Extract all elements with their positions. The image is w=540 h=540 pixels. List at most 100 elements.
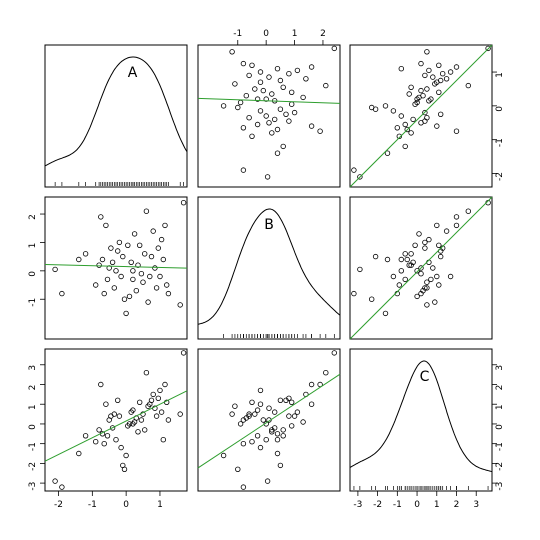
data-point xyxy=(104,433,111,439)
data-point xyxy=(229,49,235,55)
data-point xyxy=(235,466,241,472)
data-point xyxy=(430,74,436,80)
data-point xyxy=(136,242,143,248)
data-point xyxy=(126,421,133,427)
tick-label: -3 xyxy=(353,500,362,510)
data-point xyxy=(465,208,471,214)
data-point xyxy=(390,273,397,280)
panel-frame xyxy=(349,348,493,492)
data-point xyxy=(59,290,65,297)
tick-label: -1 xyxy=(28,442,38,451)
data-point xyxy=(263,96,269,102)
data-point xyxy=(274,450,281,457)
data-point xyxy=(128,259,134,265)
tick-label: -2 xyxy=(28,462,38,471)
data-point xyxy=(121,466,128,472)
data-point xyxy=(163,282,170,288)
data-point xyxy=(116,239,123,246)
tick-label: -1 xyxy=(495,442,505,451)
data-point xyxy=(351,290,357,297)
y-axis-left-B: -1 0 1 2 xyxy=(28,213,45,307)
data-point xyxy=(266,405,272,411)
data-point xyxy=(424,279,430,285)
data-point xyxy=(240,60,247,67)
data-point xyxy=(249,62,255,69)
data-point xyxy=(257,444,264,451)
data-point xyxy=(148,253,155,260)
data-point xyxy=(145,299,151,305)
data-point xyxy=(303,76,309,82)
y-axis-right-A: -2 -1 0 1 xyxy=(492,71,505,181)
panel-A-C xyxy=(349,44,493,188)
data-point xyxy=(351,167,357,173)
data-point xyxy=(133,288,139,294)
data-point xyxy=(254,407,261,413)
data-point xyxy=(390,108,397,114)
fit-line xyxy=(349,44,493,188)
data-point xyxy=(254,96,261,102)
data-point xyxy=(153,285,160,291)
data-point xyxy=(103,401,109,407)
data-point xyxy=(274,437,281,443)
data-point xyxy=(300,419,306,425)
data-point xyxy=(418,265,424,271)
data-point xyxy=(422,245,428,251)
data-point xyxy=(404,126,410,133)
data-point xyxy=(406,91,412,97)
data-point xyxy=(428,276,434,283)
data-point xyxy=(394,125,400,131)
x-axis-top-B: -1 0 1 2 xyxy=(233,29,326,45)
data-point xyxy=(300,94,306,101)
data-point xyxy=(414,268,420,274)
data-point xyxy=(272,409,278,415)
data-point xyxy=(240,417,247,423)
tick-label: -2 xyxy=(373,500,382,510)
data-point xyxy=(126,293,133,300)
data-point xyxy=(398,113,404,119)
data-point xyxy=(82,433,89,439)
data-point xyxy=(440,70,446,77)
tick-label: 3 xyxy=(473,500,479,510)
data-point xyxy=(246,413,252,419)
data-point xyxy=(402,276,408,283)
data-point xyxy=(426,67,432,74)
data-point xyxy=(438,253,444,260)
data-point xyxy=(434,222,440,229)
data-point xyxy=(412,242,418,248)
data-point xyxy=(264,174,271,180)
data-point xyxy=(447,273,454,280)
density-curve-B xyxy=(197,208,341,325)
data-point xyxy=(260,417,266,423)
data-point xyxy=(240,484,247,490)
data-point xyxy=(418,290,424,297)
data-point xyxy=(426,236,432,243)
data-point xyxy=(111,285,117,291)
data-point xyxy=(280,84,286,90)
data-point xyxy=(272,116,278,123)
data-point xyxy=(414,293,420,300)
data-point xyxy=(152,265,158,271)
data-point xyxy=(135,429,141,435)
data-point xyxy=(398,256,404,263)
axis-layer: -1 0 1 2 -2 -1 0 1 -3 -2 -1 0 1 2 3 -1 0 1 2 -2 -1 0 1 -3 -2 -1 0 1… xyxy=(28,29,505,510)
variable-label: B xyxy=(264,217,274,233)
tick-label: -1 xyxy=(495,138,505,147)
data-point xyxy=(147,273,153,280)
data-point xyxy=(422,285,428,291)
data-point xyxy=(92,439,99,445)
panel-frame xyxy=(197,196,341,340)
data-point xyxy=(155,395,161,401)
panel-B-A xyxy=(44,196,188,340)
data-point xyxy=(150,228,156,234)
tick-label: -3 xyxy=(28,482,38,491)
data-point xyxy=(357,266,363,273)
data-point xyxy=(274,431,281,437)
data-point xyxy=(109,259,116,265)
data-point xyxy=(286,413,292,419)
data-point xyxy=(140,279,146,285)
data-point xyxy=(52,266,58,273)
panel-A-A: A xyxy=(44,44,188,188)
data-point xyxy=(138,271,145,277)
density-curve-A xyxy=(44,56,188,167)
data-point xyxy=(143,208,150,214)
